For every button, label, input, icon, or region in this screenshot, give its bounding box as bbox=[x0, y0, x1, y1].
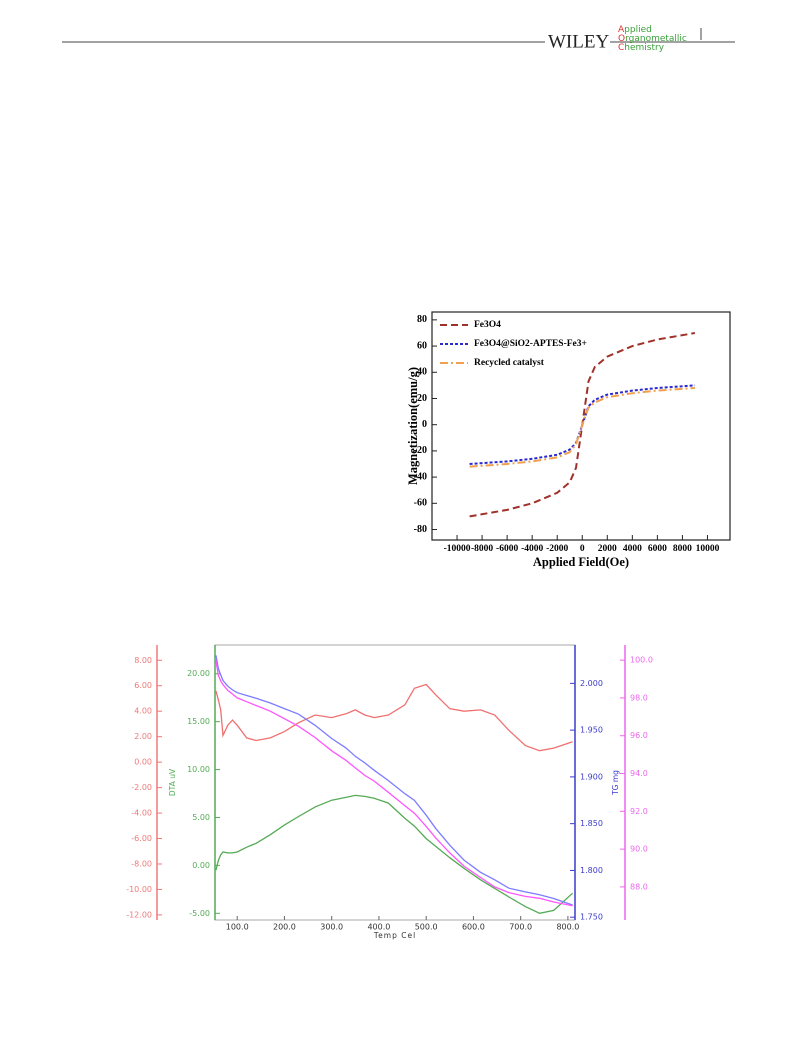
y-tick-label: 88.0 bbox=[630, 882, 648, 891]
y-tick-label: 6.00 bbox=[134, 681, 152, 690]
x-tick-label: 700.0 bbox=[509, 923, 532, 932]
legend-label: Fe3O4@SiO2-APTES-Fe3+ bbox=[474, 339, 587, 349]
y-tick-label: -12.00 bbox=[126, 910, 152, 919]
x-tick-label: 200.0 bbox=[273, 923, 296, 932]
publisher-logo: WILEY bbox=[548, 31, 609, 52]
x-tick-label: -8000 bbox=[471, 544, 493, 554]
y-tick-label: -10.00 bbox=[126, 885, 152, 894]
legend-label: Fe3O4 bbox=[474, 320, 501, 330]
journal-line: Chemistry bbox=[618, 43, 665, 53]
x-tick-label: 4000 bbox=[623, 544, 642, 554]
y-tick-label: 20.00 bbox=[187, 669, 210, 678]
y-tick-label: 1.950 bbox=[580, 726, 603, 735]
y-tick-label: -20 bbox=[414, 445, 427, 456]
x-tick-label: 2000 bbox=[598, 544, 617, 554]
series-line bbox=[215, 655, 573, 906]
y-tick-label: 4.00 bbox=[134, 707, 152, 716]
y-tick-label: -8.00 bbox=[131, 859, 152, 868]
x-tick-label: 600.0 bbox=[462, 923, 485, 932]
y-tick-label: 8.00 bbox=[134, 656, 152, 665]
x-tick-label: 100.0 bbox=[226, 923, 249, 932]
y-tick-label: 60 bbox=[417, 340, 427, 351]
series-line bbox=[215, 794, 574, 914]
y-tick-label: 15.00 bbox=[187, 717, 210, 726]
y-tick-label: 98.0 bbox=[630, 693, 648, 702]
y-tick-label: 0 bbox=[422, 419, 427, 430]
x-tick-label: 500.0 bbox=[415, 923, 438, 932]
y-axis-title: DTA uV bbox=[168, 768, 177, 796]
y-tick-label: 0.00 bbox=[192, 861, 210, 870]
series-line bbox=[215, 683, 573, 752]
y-tick-label: 1.850 bbox=[580, 819, 603, 828]
plot-frame bbox=[214, 644, 576, 921]
y-tick-label: -5.00 bbox=[189, 909, 210, 918]
y-tick-label: 0.00 bbox=[134, 758, 152, 767]
legend-label: Recycled catalyst bbox=[474, 358, 545, 368]
y-tick-label: 94.0 bbox=[630, 769, 648, 778]
plot-frame bbox=[431, 311, 731, 541]
journal-line: Organometallic bbox=[618, 34, 687, 44]
y-tick-label: 96.0 bbox=[630, 731, 648, 740]
x-tick-label: 300.0 bbox=[320, 923, 343, 932]
y-tick-label: 5.00 bbox=[192, 813, 210, 822]
y-tick-label: 90.0 bbox=[630, 845, 648, 854]
series-line bbox=[215, 659, 573, 907]
x-tick-label: 0 bbox=[580, 544, 585, 554]
y-tick-label: 2.00 bbox=[134, 732, 152, 741]
y-tick-label: -6.00 bbox=[131, 834, 152, 843]
x-tick-label: 8000 bbox=[673, 544, 692, 554]
y-tick-label: 1.900 bbox=[580, 772, 603, 781]
x-tick-label: 800.0 bbox=[556, 923, 579, 932]
x-tick-label: -4000 bbox=[521, 544, 543, 554]
x-tick-label: -10000 bbox=[444, 544, 471, 554]
journal-line: Applied bbox=[618, 25, 652, 35]
y-tick-label: -40 bbox=[414, 471, 427, 482]
y-tick-label: 1.750 bbox=[580, 913, 603, 922]
x-axis-title: Temp Cel bbox=[373, 931, 416, 940]
y-tick-label: 40 bbox=[417, 367, 427, 378]
y-axis-title: Magnetization(emu/g) bbox=[406, 367, 420, 485]
y-tick-label: 10.00 bbox=[187, 765, 210, 774]
y-tick-label: -4.00 bbox=[131, 809, 152, 818]
y-tick-label: 92.0 bbox=[630, 807, 648, 816]
y-tick-label: 1.800 bbox=[580, 866, 603, 875]
y-tick-label: 20 bbox=[417, 393, 427, 404]
x-tick-label: 10000 bbox=[696, 544, 720, 554]
y-tick-label: -2.00 bbox=[131, 783, 152, 792]
y-axis-title: TG mg bbox=[611, 770, 620, 796]
y-tick-label: 80 bbox=[417, 314, 427, 325]
x-tick-label: 6000 bbox=[648, 544, 667, 554]
x-tick-label: -2000 bbox=[546, 544, 568, 554]
y-tick-label: 100.0 bbox=[630, 656, 653, 665]
series-line bbox=[469, 387, 695, 468]
y-tick-label: 2.000 bbox=[580, 679, 603, 688]
x-tick-label: -6000 bbox=[496, 544, 518, 554]
x-tick-label: 400.0 bbox=[367, 923, 390, 932]
y-tick-label: -60 bbox=[414, 498, 427, 509]
y-tick-label: -80 bbox=[414, 524, 427, 535]
x-axis-title: Applied Field(Oe) bbox=[533, 555, 629, 569]
